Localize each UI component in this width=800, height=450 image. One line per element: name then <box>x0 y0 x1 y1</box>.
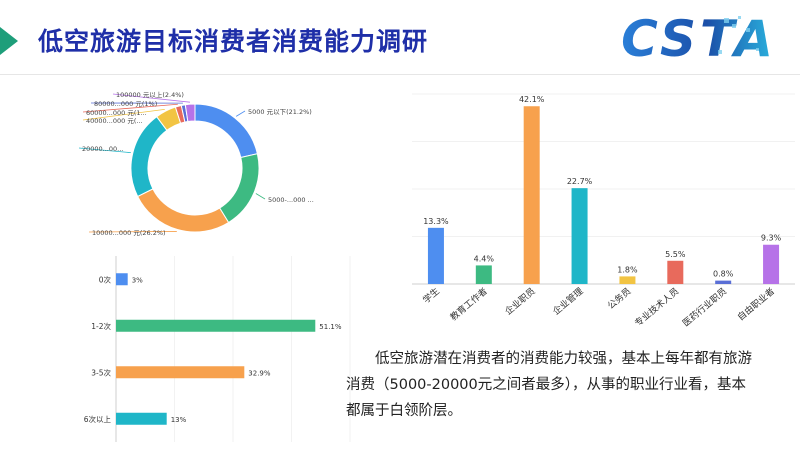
donut-leader-line <box>255 193 266 200</box>
frequency-bar <box>116 412 167 425</box>
occupation-value-label: 13.3% <box>423 217 449 226</box>
frequency-category-label: 3-5次 <box>91 367 111 377</box>
occupation-value-label: 22.7% <box>567 177 593 186</box>
donut-leader-line <box>88 231 177 233</box>
donut-slice <box>184 103 196 123</box>
frequency-bar <box>116 366 245 379</box>
frequency-bar <box>116 319 316 332</box>
donut-slice-label: 100000 元以上(2.4%) <box>116 90 184 99</box>
donut-slice-label: 60000...000 元(1... <box>86 109 147 117</box>
occupation-value-label: 0.8% <box>713 270 734 279</box>
occupation-value-label: 4.4% <box>474 254 495 263</box>
csta-logo: CSTA <box>621 10 777 66</box>
slide-header: 低空旅游目标消费者消费能力调研 CSTA <box>0 0 800 76</box>
donut-leader-line <box>82 108 165 121</box>
occupation-bar <box>667 260 684 284</box>
occupation-category-label: 专业技术人员 <box>632 285 681 329</box>
frequency-value-label: 3% <box>132 276 143 284</box>
occupation-category-label: 公务员 <box>605 285 633 312</box>
donut-leader-line <box>82 103 178 113</box>
travel-frequency-bar-chart: 3% 0次 51.1% 1-2次 32.9% 3-5次 13% 6次以上 <box>84 256 351 442</box>
occupation-value-label: 5.5% <box>665 250 686 259</box>
logo-pixel-decoration <box>718 16 759 54</box>
title-accent-triangle <box>0 27 18 55</box>
occupation-value-label: 1.8% <box>617 265 638 274</box>
frequency-value-label: 13% <box>171 416 187 424</box>
donut-leader-line <box>235 110 246 117</box>
occupation-bar <box>427 227 444 284</box>
donut-leader-line <box>112 93 191 103</box>
header-divider <box>0 74 800 75</box>
donut-leader-line <box>78 147 131 154</box>
occupation-category-label: 教育工作者 <box>448 285 490 323</box>
occupation-value-label: 42.1% <box>519 95 545 104</box>
occupation-value-label: 9.3% <box>761 234 782 243</box>
frequency-category-label: 0次 <box>99 274 112 284</box>
occupation-category-label: 医药行业职员 <box>680 285 729 329</box>
occupation-bar <box>523 106 540 284</box>
occupation-bar-chart: 13.3% 学生 4.4% 教育工作者 42.1% 企业职员 22.7% 企业管理 1.8% 公务… <box>412 93 795 329</box>
donut-slice-label: 5000-...000 ... <box>268 196 314 204</box>
income-donut-chart: 5000 元以下(21.2%) 5000-...000 ... 10000...00… <box>78 90 314 237</box>
donut-slice <box>218 153 260 224</box>
page-title: 低空旅游目标消费者消费能力调研 <box>38 27 429 56</box>
donut-slice-label: 80000...000 元(1%) <box>94 100 157 108</box>
frequency-category-label: 1-2次 <box>91 321 111 331</box>
occupation-bar <box>619 276 636 284</box>
donut-slice-label: 20000...00... <box>82 145 123 153</box>
occupation-category-label: 学生 <box>420 285 442 306</box>
frequency-value-label: 51.1% <box>319 323 342 331</box>
donut-slice <box>136 188 230 233</box>
occupation-bar <box>571 188 588 284</box>
occupation-category-label: 企业职员 <box>502 285 537 317</box>
donut-slice-label: 10000...000 元(26.2%) <box>92 229 166 237</box>
frequency-bar <box>116 273 128 286</box>
occupation-category-label: 企业管理 <box>550 285 585 317</box>
donut-slice-label: 40000...000 元(... <box>86 117 143 125</box>
occupation-category-label: 自由职业者 <box>735 285 777 323</box>
frequency-value-label: 32.9% <box>248 369 271 377</box>
summary-text: 低空旅游潜在消费者的消费能力较强，基本上每年都有旅游消费（5000-20000元… <box>346 351 752 419</box>
frequency-category-label: 6次以上 <box>84 414 112 424</box>
occupation-bar <box>715 280 732 284</box>
donut-slice <box>130 116 168 198</box>
occupation-bar <box>475 265 492 284</box>
logo-lettering: CSTA <box>621 10 777 66</box>
donut-slice-label: 5000 元以下(21.2%) <box>248 108 312 116</box>
occupation-bar <box>763 244 780 284</box>
